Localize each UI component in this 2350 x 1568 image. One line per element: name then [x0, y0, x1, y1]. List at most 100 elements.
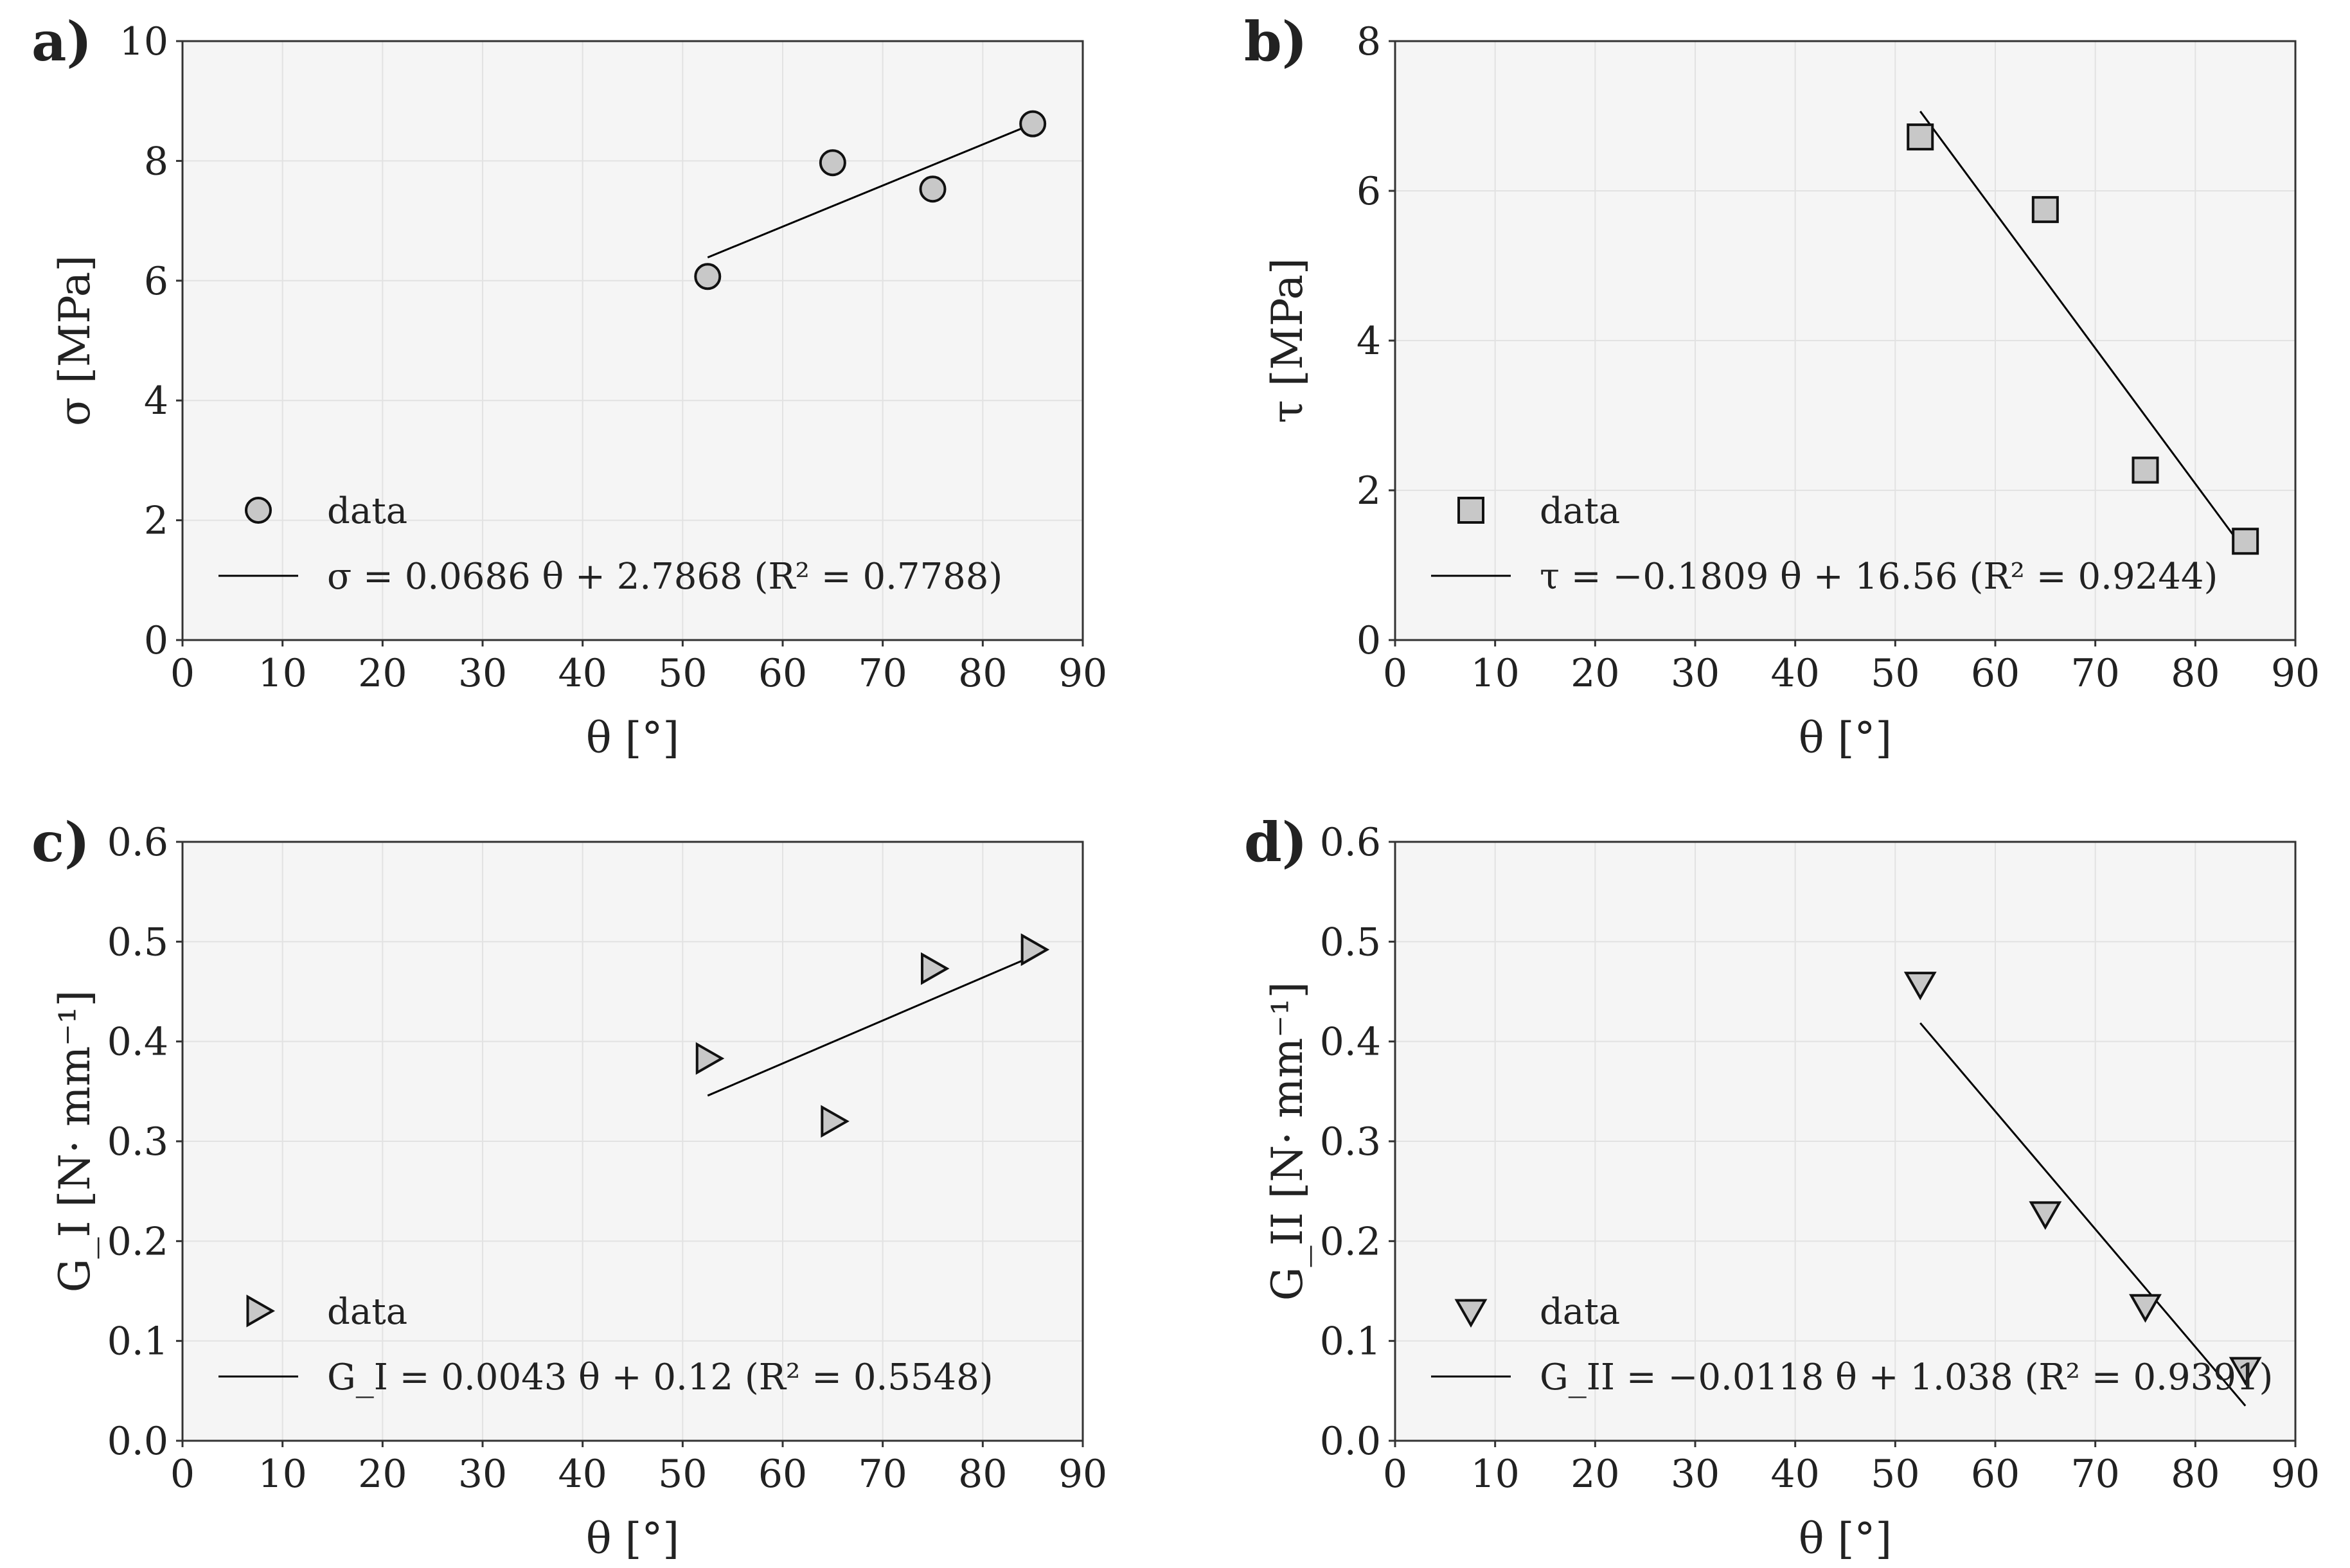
- x-tick-label: 10: [258, 1452, 307, 1497]
- x-tick-label: 60: [758, 1452, 807, 1497]
- x-tick-label: 0: [1383, 1452, 1407, 1497]
- chart-panel-c: 0 10 20 30 40 50 60 70 80 90 0.0 0.1 0.2 0.3 0.4 0.5 0.6…: [31, 810, 1107, 1564]
- legend-data-label: data: [327, 1291, 407, 1333]
- x-axis-label: θ [°]: [1799, 1514, 1892, 1564]
- y-tick-label: 0: [1357, 618, 1381, 663]
- legend-data-label: data: [327, 490, 407, 532]
- y-axis-label: G_II [N· mm⁻¹]: [1263, 982, 1312, 1301]
- x-tick-label: 80: [2171, 1452, 2220, 1497]
- x-tick-label: 70: [2070, 651, 2119, 696]
- x-tick-label: 10: [1470, 1452, 1519, 1497]
- panel-label: a): [31, 10, 92, 73]
- y-tick-label: 0.4: [107, 1020, 168, 1065]
- y-tick-label: 0.6: [1320, 820, 1381, 865]
- y-axis-label: τ [MPa]: [1263, 258, 1312, 423]
- legend-fit-label: G_II = −0.0118 θ + 1.038 (R² = 0.9391): [1540, 1357, 2273, 1398]
- y-tick-label: 0.5: [107, 920, 168, 965]
- chart-panel-a: 0 10 20 30 40 50 60 70 80 90 0 2 4 6 8 10 data σ = 0.0686…: [31, 10, 1107, 763]
- x-tick-label: 90: [2271, 651, 2320, 696]
- chart-panel-b: 0 10 20 30 40 50 60 70 80 90 0 2 4 6 8 data τ = −0.1809 …: [1244, 10, 2320, 763]
- x-tick-label: 80: [958, 1452, 1007, 1497]
- x-tick-label: 20: [1571, 1452, 1619, 1497]
- x-tick-label: 20: [1571, 651, 1619, 696]
- legend-fit-label: G_I = 0.0043 θ + 0.12 (R² = 0.5548): [327, 1357, 993, 1398]
- x-tick-label: 60: [758, 651, 807, 696]
- x-tick-label: 50: [1871, 651, 1919, 696]
- y-tick-label: 10: [120, 19, 168, 64]
- y-tick-label: 2: [1357, 468, 1381, 513]
- x-tick-label: 90: [1058, 1452, 1107, 1497]
- panel-label: d): [1244, 810, 1307, 874]
- panel-label: b): [1244, 10, 1307, 73]
- y-tick-label: 2: [144, 499, 168, 544]
- x-tick-label: 40: [558, 651, 607, 696]
- figure: 0 10 20 30 40 50 60 70 80 900246810dataσ = 0.0686…: [0, 0, 2350, 1568]
- panel-label: c): [31, 810, 90, 874]
- y-tick-label: 0.3: [107, 1119, 168, 1164]
- x-tick-label: 10: [1470, 651, 1519, 696]
- x-tick-label: 70: [2070, 1452, 2119, 1497]
- y-tick-label: 8: [144, 139, 168, 184]
- data-point: [1020, 112, 1045, 136]
- legend-data-label: data: [1540, 490, 1620, 532]
- x-tick-label: 50: [1871, 1452, 1919, 1497]
- y-tick-label: 0: [144, 618, 168, 663]
- x-tick-label: 80: [2171, 651, 2220, 696]
- x-tick-label: 30: [1671, 651, 1720, 696]
- y-tick-label: 4: [1357, 319, 1381, 364]
- x-tick-label: 60: [1971, 1452, 2020, 1497]
- x-tick-label: 40: [1770, 1452, 1819, 1497]
- data-point: [695, 264, 720, 289]
- data-point: [2033, 197, 2058, 222]
- y-tick-label: 0.2: [107, 1219, 168, 1264]
- data-point: [2133, 458, 2158, 483]
- data-point: [2233, 529, 2257, 553]
- y-axis-label: G_I [N· mm⁻¹]: [50, 990, 100, 1292]
- x-axis-label: θ [°]: [586, 1514, 679, 1564]
- y-tick-label: 8: [1357, 19, 1381, 64]
- x-tick-label: 70: [858, 651, 907, 696]
- legend-data-label: data: [1540, 1291, 1620, 1333]
- x-tick-label: 20: [358, 1452, 407, 1497]
- legend-fit-label: σ = 0.0686 θ + 2.7868 (R² = 0.7788): [327, 556, 1002, 598]
- x-axis-label: θ [°]: [1799, 713, 1892, 763]
- data-point: [921, 177, 945, 201]
- x-axis-label: θ [°]: [586, 713, 679, 763]
- x-tick-label: 30: [458, 1452, 507, 1497]
- x-tick-label: 40: [1770, 651, 1819, 696]
- x-tick-label: 0: [170, 651, 195, 696]
- legend-marker: [246, 498, 271, 522]
- y-tick-label: 0.5: [1320, 920, 1381, 965]
- y-tick-label: 6: [144, 259, 168, 304]
- chart-panel-d: 0 10 20 30 40 50 60 70 80 90 0.0 0.1 0.2 0.3 0.4 0.5 0.6…: [1244, 810, 2320, 1564]
- y-tick-label: 0.3: [1320, 1119, 1381, 1164]
- y-tick-label: 0.0: [107, 1419, 168, 1464]
- x-tick-label: 70: [858, 1452, 907, 1497]
- x-tick-label: 0: [170, 1452, 195, 1497]
- x-tick-label: 10: [258, 651, 307, 696]
- y-tick-label: 0.1: [1320, 1319, 1381, 1364]
- y-tick-label: 0.4: [1320, 1020, 1381, 1065]
- y-tick-label: 0.1: [107, 1319, 168, 1364]
- legend-marker: [1459, 498, 1483, 522]
- y-tick-label: 0.2: [1320, 1219, 1381, 1264]
- data-point: [1908, 125, 1932, 149]
- y-tick-label: 0.6: [107, 820, 168, 865]
- x-tick-label: 20: [358, 651, 407, 696]
- x-tick-label: 90: [2271, 1452, 2320, 1497]
- x-tick-label: 50: [658, 1452, 707, 1497]
- x-tick-label: 30: [1671, 1452, 1720, 1497]
- x-tick-label: 40: [558, 1452, 607, 1497]
- x-tick-label: 0: [1383, 651, 1407, 696]
- legend-fit-label: τ = −0.1809 θ + 16.56 (R² = 0.9244): [1540, 556, 2218, 598]
- y-axis-label: σ [MPa]: [50, 255, 100, 426]
- x-tick-label: 50: [658, 651, 707, 696]
- y-tick-label: 0.0: [1320, 1419, 1381, 1464]
- data-point: [821, 150, 845, 175]
- plot-area: [182, 41, 1083, 640]
- y-tick-label: 6: [1357, 169, 1381, 214]
- x-tick-label: 30: [458, 651, 507, 696]
- x-tick-label: 80: [958, 651, 1007, 696]
- y-tick-label: 4: [144, 379, 168, 423]
- x-tick-label: 90: [1058, 651, 1107, 696]
